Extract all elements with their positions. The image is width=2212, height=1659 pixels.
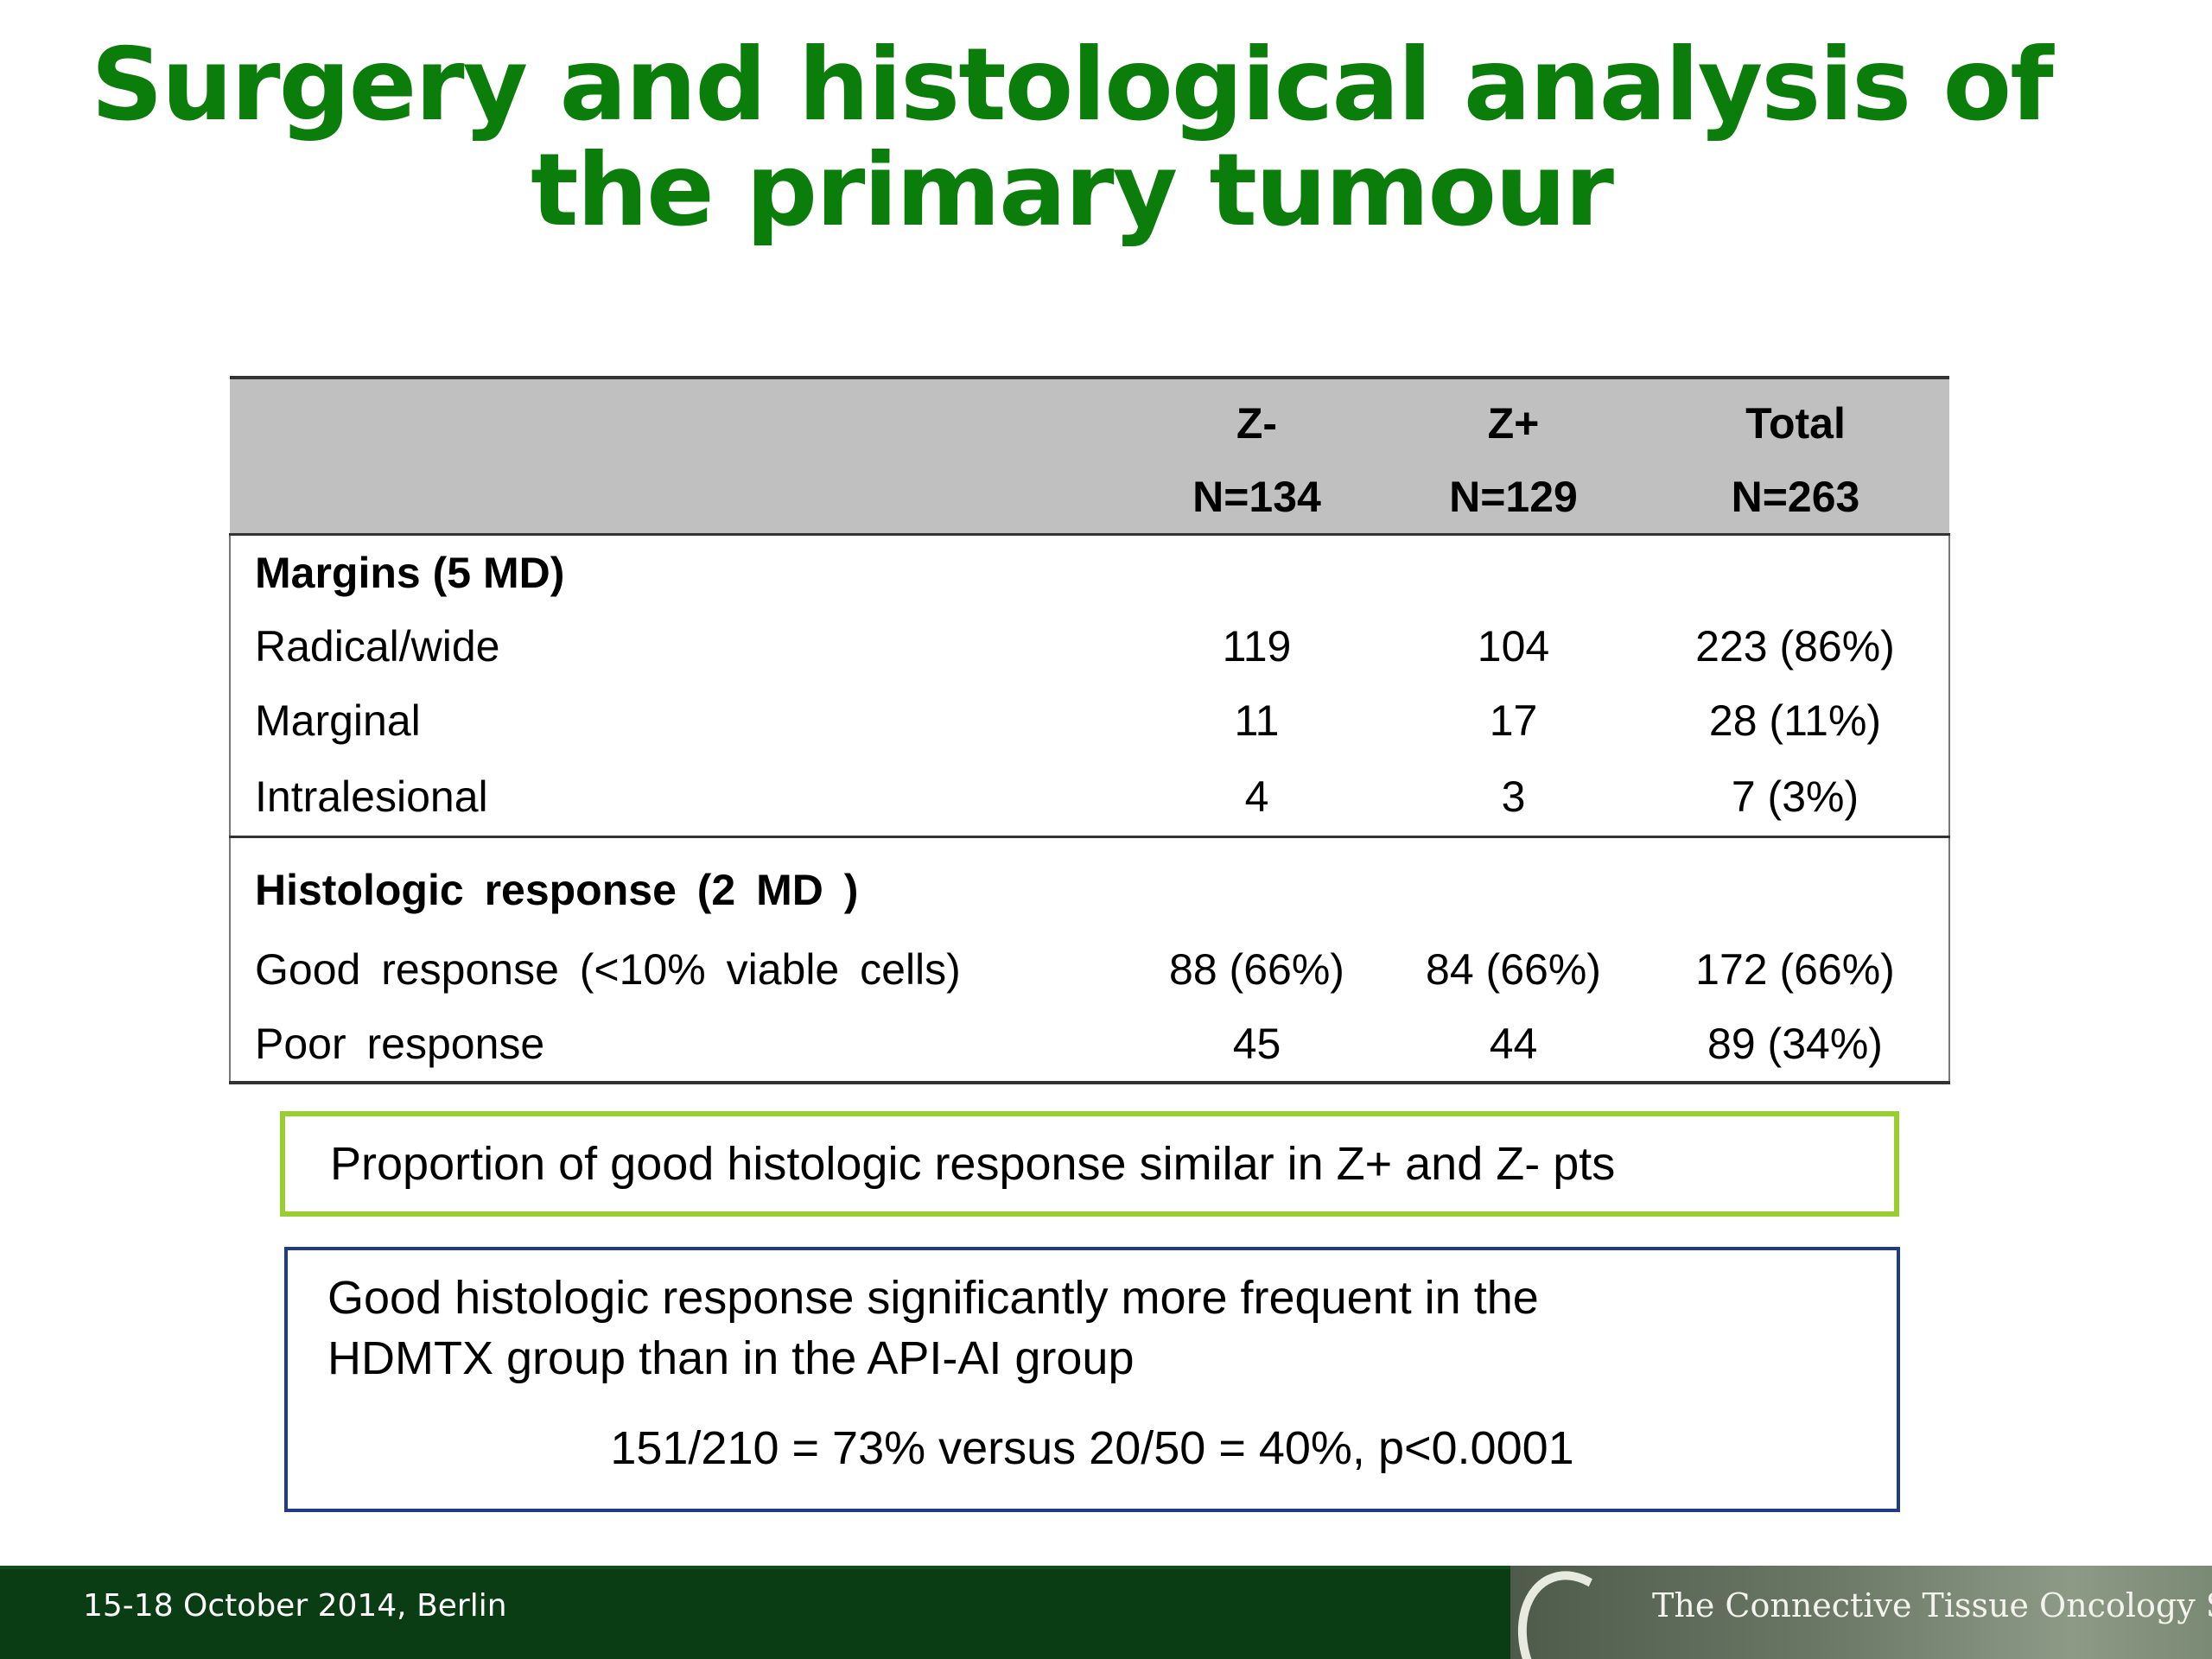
- callout-hdmtx-comparison: Good histologic response significantly m…: [284, 1247, 1900, 1512]
- cell-z-minus: 45: [1232, 1019, 1281, 1068]
- table-header: Z- Z+ Total N=134 N=129 N=263: [230, 378, 1949, 535]
- section-heading: Histologic response (2 MD ): [255, 865, 859, 914]
- header-empty-cell: [230, 460, 1128, 535]
- table-row: Marginal 11 17 28 (11%): [230, 683, 1949, 758]
- header-empty-cell: [230, 378, 1128, 460]
- footer-divider: [0, 1566, 2212, 1569]
- cell-total: 223 (86%): [1695, 622, 1895, 671]
- society-logo-arc-icon: [1510, 1566, 1656, 1659]
- cell-total: 89 (34%): [1707, 1019, 1883, 1068]
- table-row: Poor response 45 44 89 (34%): [230, 1007, 1949, 1083]
- header-row-groups: Z- Z+ Total: [230, 378, 1949, 460]
- slide-title-line-2: the primary tumour: [531, 132, 1614, 249]
- section-heading: Margins (5 MD): [255, 548, 565, 597]
- cell-z-plus: 104: [1477, 622, 1550, 671]
- table-row: Intralesional 4 3 7 (3%): [230, 758, 1949, 837]
- header-z-plus: Z+: [1487, 398, 1540, 448]
- cell-z-minus: 4: [1244, 772, 1269, 821]
- row-label: Poor response: [255, 1019, 545, 1068]
- cell-total: 28 (11%): [1708, 696, 1882, 745]
- cell-total: 7 (3%): [1731, 772, 1859, 821]
- cell-z-plus: 17: [1489, 696, 1538, 745]
- results-table: Z- Z+ Total N=134 N=129 N=263 Margins (5…: [229, 376, 1950, 1084]
- header-total-n: N=263: [1731, 472, 1860, 521]
- row-label: Good response (<10% viable cells): [255, 945, 961, 995]
- cell-z-plus: 44: [1489, 1019, 1538, 1068]
- cell-z-plus: 84 (66%): [1426, 945, 1601, 995]
- header-z-minus: Z-: [1236, 398, 1278, 448]
- row-label: Marginal: [255, 696, 421, 745]
- callout-statistic: 151/210 = 73% versus 20/50 = 40%, p<0.00…: [610, 1422, 1574, 1474]
- section-heading-row: Histologic response (2 MD ): [230, 836, 1949, 933]
- section-histologic-response: Histologic response (2 MD ) Good respons…: [230, 836, 1949, 1083]
- callout-similar-response: Proportion of good histologic response s…: [280, 1111, 1899, 1217]
- cell-z-minus: 11: [1234, 696, 1280, 745]
- header-row-counts: N=134 N=129 N=263: [230, 460, 1949, 535]
- slide-title-line-1: Surgery and histological analysis of: [91, 27, 2053, 143]
- callout-line-1: Good histologic response significantly m…: [327, 1272, 1539, 1324]
- table-row: Radical/wide 119 104 223 (86%): [230, 610, 1949, 684]
- callout-similar-response-text: Proportion of good histologic response s…: [330, 1138, 1616, 1190]
- cell-total: 172 (66%): [1695, 945, 1895, 995]
- cell-z-minus: 88 (66%): [1169, 945, 1344, 995]
- cell-z-plus: 3: [1501, 772, 1526, 821]
- section-heading-row: Margins (5 MD): [230, 535, 1949, 610]
- table-row: Good response (<10% viable cells) 88 (66…: [230, 933, 1949, 1007]
- row-label: Radical/wide: [255, 622, 500, 671]
- footer-bar: 15-18 October 2014, Berlin The Connectiv…: [0, 1566, 2212, 1659]
- society-logo-panel: The Connective Tissue Oncology Society: [1510, 1566, 2212, 1659]
- slide-title: Surgery and histological analysis of the…: [0, 33, 2143, 244]
- cell-z-minus: 119: [1222, 622, 1292, 671]
- callout-line-2: HDMTX group than in the API-AI group: [327, 1332, 1135, 1384]
- footer-date: 15-18 October 2014, Berlin: [83, 1588, 507, 1624]
- header-z-plus-n: N=129: [1449, 472, 1578, 521]
- society-name: The Connective Tissue Oncology Society: [1652, 1586, 2212, 1624]
- header-total: Total: [1745, 398, 1846, 448]
- row-label: Intralesional: [255, 772, 488, 821]
- section-margins: Margins (5 MD) Radical/wide 119 104 223 …: [230, 534, 1949, 837]
- header-z-minus-n: N=134: [1192, 472, 1321, 521]
